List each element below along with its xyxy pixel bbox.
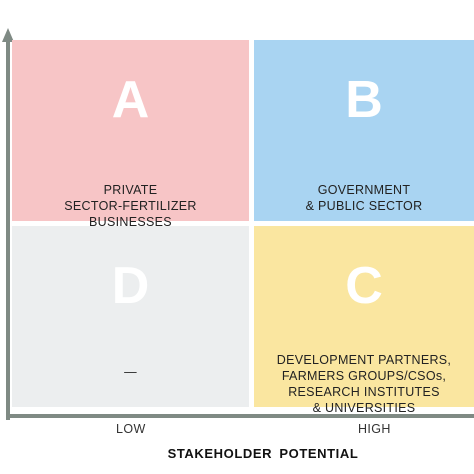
quadrant-c-label: DEVELOPMENT PARTNERS, FARMERS GROUPS/CSO… bbox=[276, 353, 452, 415]
x-tick-low: LOW bbox=[116, 422, 146, 436]
quadrant-b: B GOVERNMENT & PUBLIC SECTOR bbox=[254, 40, 474, 221]
quadrant-c-letter: C bbox=[345, 257, 383, 315]
y-axis-arrow bbox=[2, 28, 14, 42]
quadrant-d-label: — bbox=[124, 365, 137, 379]
x-tick-high: HIGH bbox=[358, 422, 391, 436]
y-axis-line bbox=[6, 40, 10, 420]
quadrant-a: A PRIVATE SECTOR-FERTILIZER BUSINESSES bbox=[12, 40, 249, 229]
quadrant-b-letter: B bbox=[345, 71, 383, 129]
x-axis-title: STAKEHOLDER POTENTIAL bbox=[167, 446, 359, 461]
quadrant-d-letter: D bbox=[111, 257, 150, 315]
quadrant-a-label: PRIVATE SECTOR-FERTILIZER BUSINESSES bbox=[64, 183, 197, 229]
quadrant-a-letter: A bbox=[111, 71, 150, 129]
quadrant-d: D — bbox=[12, 226, 249, 407]
x-axis-line bbox=[6, 414, 474, 418]
quadrant-b-label: GOVERNMENT & PUBLIC SECTOR bbox=[305, 183, 423, 213]
quadrant-c: C DEVELOPMENT PARTNERS, FARMERS GROUPS/C… bbox=[254, 226, 474, 415]
